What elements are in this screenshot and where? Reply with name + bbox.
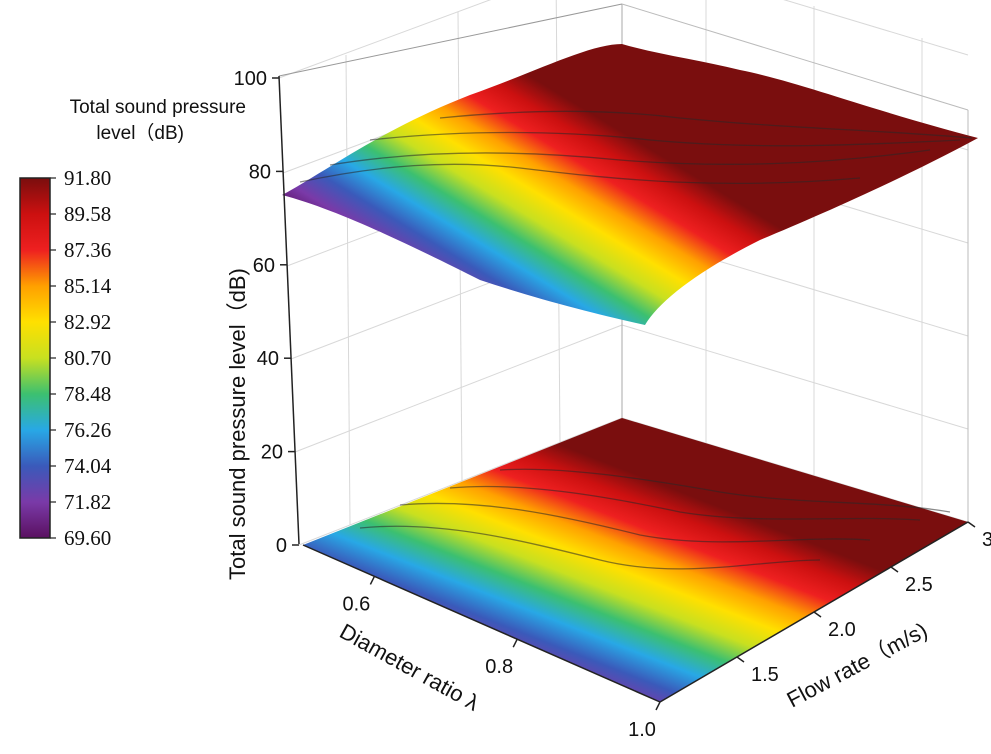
x-axis-label: Diameter ratio λ [336,619,484,716]
grid-line [298,417,623,546]
z-axis-label: Total sound pressure level（dB) [225,268,250,580]
y-tick-label: 2.5 [905,574,933,596]
floor-contour-line [359,525,821,570]
top-edge-line [621,3,969,111]
colorbar-tick-label: 71.82 [64,490,111,514]
x-tick-mark [369,576,376,585]
top-edge-line [278,3,623,77]
z-tick-label: 60 [253,255,275,277]
surface-contour-line [369,131,961,147]
surface-contour-line [299,163,861,185]
floor-contour-lines [359,468,951,570]
surface-contour-lines [299,110,973,185]
x-tick-mark [655,701,661,711]
y-tick-label: 1.5 [751,664,779,686]
grid-line [621,324,969,430]
colorbar [19,177,51,539]
x-tick-label: 1.0 [628,719,656,741]
colorbar-tick-label: 87.36 [64,238,111,262]
y-tick-mark [890,566,899,573]
colorbar-tick-label: 80.70 [64,346,111,370]
z-axis-line [278,75,300,545]
x-tick-label: 0.6 [342,593,370,615]
y-tick-mark [813,611,822,618]
grid-line [345,54,351,526]
floor-contour-map [303,418,968,702]
z-tick-label: 0 [276,535,287,557]
z-ticks: 0 20 40 60 80 100 [234,68,299,557]
colorbar-tick-label: 74.04 [64,454,112,478]
x-tick-label: 0.8 [485,656,513,678]
y-tick-mark [736,656,745,663]
surface-contour-line [439,110,973,139]
y-tick-label: 2.0 [828,619,856,641]
colorbar-title-line2: level（dB) [96,123,184,144]
y-axis-label: Flow rate（m/s) [783,617,932,712]
colorbar-tick-label: 78.48 [64,382,111,406]
grid-line [278,0,492,79]
floor-contour-line [499,468,951,513]
z-tick-label: 80 [249,161,271,183]
z-tick-label: 40 [257,348,279,370]
surface-mesh [282,44,978,325]
colorbar-tick-label: 69.60 [64,526,111,550]
x-ticks: 0.6 0.8 1.0 [342,576,661,741]
colorbar-tick-label: 82.92 [64,310,111,334]
colorbar-tick-label: 76.26 [64,418,111,442]
colorbar-ticks: 91.80 89.58 87.36 85.14 82.92 80.70 78.48 76.26… [50,166,112,550]
colorbar-tick-label: 85.14 [64,274,112,298]
colorbar-title-line1: Total sound pressure [69,97,246,118]
y-tick-mark [967,521,976,528]
grid-line [783,0,969,56]
y-tick-label: 3.0 [982,529,991,551]
z-tick-label: 100 [234,68,267,90]
floor-contour-line [449,485,921,521]
z-tick-label: 20 [261,442,283,464]
surface-contour-line [329,149,931,166]
colorbar-tick-label: 89.58 [64,202,111,226]
floor-contour-line [399,502,871,543]
colorbar-tick-label: 91.80 [64,166,111,190]
grid-line [294,324,623,453]
x-axis-line [302,544,661,703]
x-tick-mark [512,638,518,648]
y-ticks: 1.5 2.0 2.5 3.0 [736,521,991,686]
